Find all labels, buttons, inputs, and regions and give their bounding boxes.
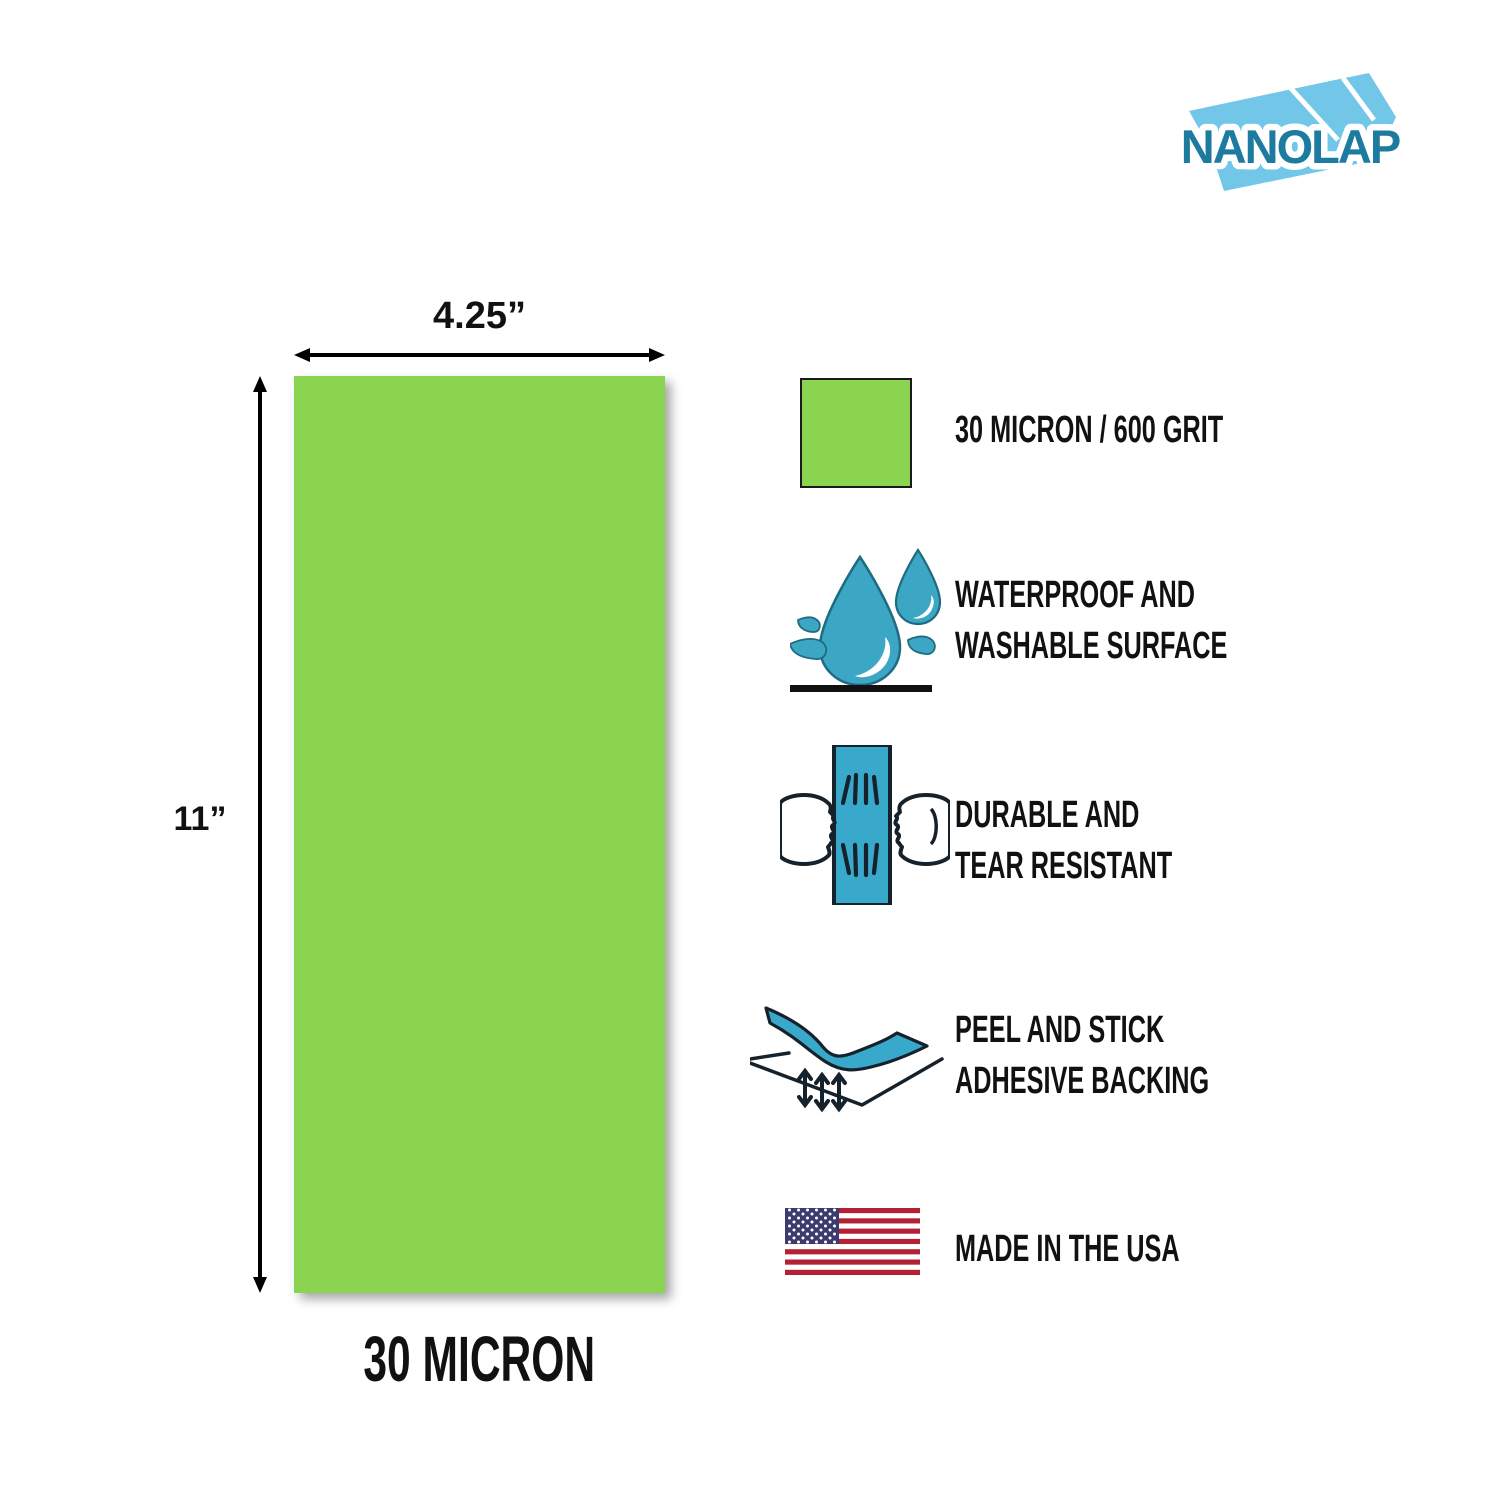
svg-text:NANOLAP: NANOLAP: [1181, 120, 1400, 173]
